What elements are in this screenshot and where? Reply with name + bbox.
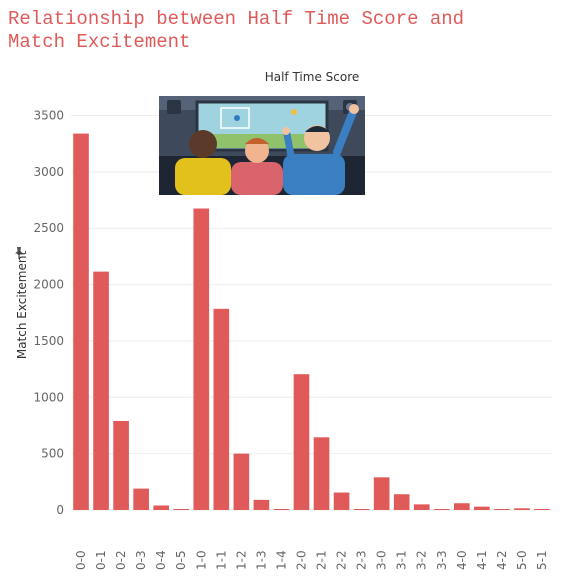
bar-5-1[interactable]	[534, 509, 550, 510]
y-tick-label: 2000	[33, 278, 64, 292]
bar-0-1[interactable]	[93, 271, 109, 510]
bar-2-1[interactable]	[313, 437, 330, 510]
bar-1-3[interactable]	[253, 499, 270, 510]
bar-0-2[interactable]	[113, 420, 129, 510]
bar-1-0[interactable]	[193, 208, 210, 510]
x-tick-label: 0-5	[174, 550, 188, 570]
x-tick-label: 1-2	[234, 550, 248, 570]
x-tick-label: 2-3	[355, 550, 369, 570]
x-tick-label: 1-4	[274, 550, 288, 570]
x-tick-label: 0-3	[134, 550, 148, 570]
x-tick-label: 0-0	[74, 550, 88, 570]
x-tick-label: 0-1	[94, 550, 108, 570]
bar-1-2[interactable]	[233, 453, 250, 510]
bar-3-1[interactable]	[393, 494, 410, 510]
x-tick-label: 4-0	[455, 550, 469, 570]
bar-3-2[interactable]	[413, 504, 430, 510]
bar-0-4[interactable]	[153, 505, 170, 510]
bars	[73, 133, 550, 510]
y-tick-label: 0	[56, 503, 64, 517]
bar-1-4[interactable]	[273, 509, 290, 510]
x-tick-label: 3-2	[415, 550, 429, 570]
x-tick-label: 5-0	[515, 550, 529, 570]
page-title: Relationship between Half Time Score and…	[8, 8, 465, 53]
y-tick-label: 2500	[33, 221, 64, 235]
x-tick-label: 3-1	[395, 550, 409, 570]
x-tick-label: 0-4	[154, 550, 168, 570]
x-tick-labels: 0-0 0-1 0-2 0-3 0-4 0-5 1-0 1-1 1-2 1-3 1-4 2-0 2-1 2…	[74, 550, 549, 570]
y-tick-labels: 0 500 1000 1500 2000 2500 3000 3500	[33, 109, 64, 517]
bar-0-5[interactable]	[173, 509, 190, 510]
bar-1-1[interactable]	[213, 308, 230, 510]
bar-0-3[interactable]	[133, 488, 149, 510]
football-fans-illustration	[159, 96, 365, 195]
x-tick-label: 5-1	[535, 550, 549, 570]
x-tick-label: 2-1	[315, 550, 329, 570]
bar-4-2[interactable]	[494, 509, 510, 510]
y-tick-label: 1500	[33, 334, 64, 348]
bar-3-3[interactable]	[433, 509, 450, 510]
bar-3-0[interactable]	[373, 477, 390, 510]
x-tick-label: 0-2	[114, 550, 128, 570]
x-tick-label: 1-1	[214, 550, 228, 570]
bar-2-2[interactable]	[333, 492, 350, 510]
bar-4-0[interactable]	[453, 503, 470, 510]
x-tick-label: 3-3	[435, 550, 449, 570]
y-tick-label: 3000	[33, 165, 64, 179]
x-tick-label: 2-0	[294, 550, 308, 570]
x-tick-label: 2-2	[335, 550, 349, 570]
pin-icon[interactable]	[13, 246, 25, 260]
chart-title: Half Time Score	[264, 70, 360, 84]
y-tick-label: 1000	[33, 390, 64, 404]
x-tick-label: 4-2	[495, 550, 509, 570]
y-tick-label: 3500	[33, 109, 64, 123]
bar-4-1[interactable]	[474, 506, 490, 510]
bar-2-0[interactable]	[293, 374, 310, 510]
x-tick-label: 3-0	[375, 550, 389, 570]
y-tick-label: 500	[41, 447, 64, 461]
x-tick-label: 4-1	[475, 550, 489, 570]
bar-2-3[interactable]	[353, 509, 370, 510]
bar-5-0[interactable]	[514, 508, 530, 510]
x-tick-label: 1-0	[194, 550, 208, 570]
bar-0-0[interactable]	[73, 133, 89, 510]
x-tick-label: 1-3	[254, 550, 268, 570]
